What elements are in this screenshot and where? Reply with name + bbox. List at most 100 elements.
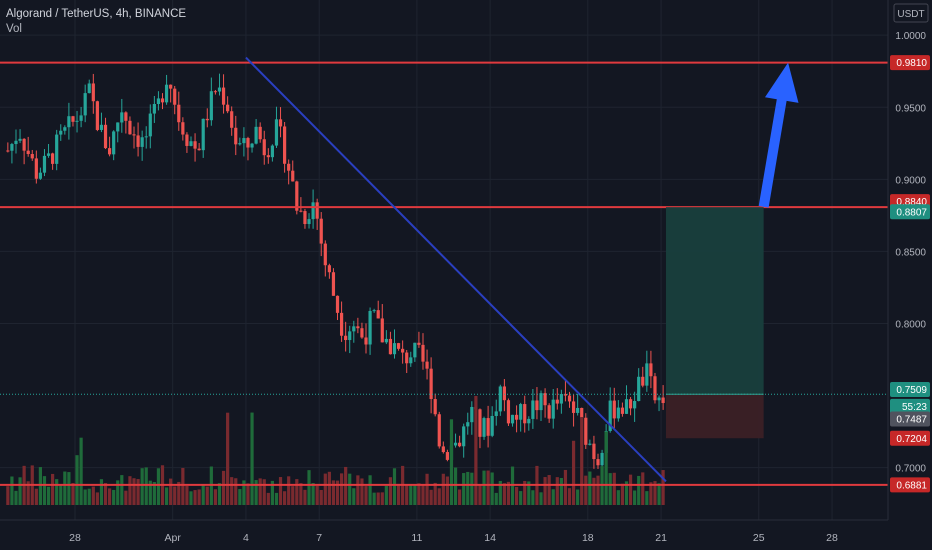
volume-bar: [201, 485, 205, 505]
volume-bar: [555, 477, 559, 505]
candle-body: [421, 344, 425, 362]
volume-bar: [458, 489, 462, 505]
price-label-box[interactable]: [890, 430, 930, 446]
volume-bar: [152, 482, 156, 505]
volume-bar: [633, 490, 637, 505]
candle-body: [348, 331, 352, 341]
volume-bar: [388, 477, 393, 505]
candle-body: [388, 338, 393, 355]
candle-body: [600, 452, 604, 466]
y-tick-label: 0.8000: [895, 320, 926, 331]
volume-bar: [637, 475, 641, 505]
candle-body: [148, 113, 152, 137]
candle-body: [197, 148, 201, 151]
volume-bar: [205, 486, 209, 505]
volume-bar: [181, 467, 185, 505]
volume-bar: [103, 483, 108, 505]
candle-body: [523, 404, 527, 424]
volume-bar: [132, 478, 136, 505]
volume-bar: [641, 472, 645, 505]
candle-body: [181, 122, 185, 135]
volume-bar: [323, 473, 327, 505]
volume-bar: [242, 480, 246, 505]
candle-body: [425, 361, 429, 369]
volume-bar: [197, 489, 201, 505]
volume-bar: [319, 490, 323, 505]
volume-bar: [449, 419, 454, 505]
price-label-box[interactable]: [890, 398, 930, 414]
candle-body: [596, 459, 600, 466]
price-label: 55:23: [902, 402, 927, 413]
candle-body: [502, 386, 506, 401]
candle-body: [376, 310, 380, 319]
volume-bar: [18, 477, 22, 505]
candle-body: [173, 88, 177, 105]
volume-bar: [59, 485, 63, 505]
price-label: 0.8807: [896, 207, 927, 218]
volume-bar: [295, 479, 299, 505]
volume-bar: [124, 490, 128, 505]
volume-bar: [437, 488, 441, 505]
candle-body: [588, 443, 592, 445]
stop-zone[interactable]: [665, 394, 764, 439]
volume-bar: [291, 486, 295, 505]
price-label-box[interactable]: [890, 411, 930, 427]
symbol-title[interactable]: Algorand / TetherUS, 4h, BINANCE: [6, 8, 187, 20]
target-arrow[interactable]: [758, 62, 799, 208]
volume-bar: [396, 483, 401, 505]
volume-bar: [173, 486, 177, 505]
volume-bar: [514, 486, 519, 505]
volume-bar: [474, 395, 478, 505]
volume-bar: [592, 477, 596, 505]
price-label-box[interactable]: [890, 204, 930, 220]
candle-body: [380, 318, 384, 343]
volume-bar: [38, 467, 43, 505]
price-label-box[interactable]: [890, 55, 930, 71]
candle-body: [270, 145, 274, 158]
candle-body: [470, 406, 474, 423]
volume-bar: [608, 473, 612, 505]
target-zone[interactable]: [665, 207, 764, 395]
candle-body: [653, 376, 657, 401]
candle-body: [466, 422, 470, 427]
volume-bar: [335, 480, 340, 505]
price-axis[interactable]: [888, 0, 932, 550]
candle-body: [429, 368, 433, 400]
candle-body: [116, 122, 120, 132]
trend-line[interactable]: [245, 56, 667, 483]
volume-bar: [221, 470, 226, 505]
candle-body: [79, 115, 83, 121]
candle-body: [527, 418, 531, 424]
candle-body: [339, 312, 344, 336]
volume-bar: [409, 484, 413, 505]
candle-body: [246, 138, 250, 148]
candle-body: [409, 357, 413, 364]
price-label-box[interactable]: [890, 477, 930, 493]
volume-bar: [502, 483, 506, 505]
candle-body: [18, 138, 22, 141]
volume-bar: [429, 489, 433, 505]
candle-body: [535, 400, 539, 411]
volume-bar: [189, 491, 193, 505]
volume-bar: [83, 489, 87, 505]
y-tick-label: 0.9000: [895, 175, 926, 186]
y-tick-label: 0.9500: [895, 103, 926, 114]
candle-body: [71, 116, 75, 122]
candle-body: [608, 400, 612, 432]
volume-bar: [315, 485, 319, 505]
candle-body: [160, 98, 165, 103]
candle-body: [230, 111, 234, 128]
candle-body: [156, 98, 161, 105]
volume-bar: [112, 489, 116, 505]
candle-body: [38, 172, 43, 179]
candle-body: [531, 400, 535, 419]
currency-box[interactable]: [893, 3, 929, 23]
price-label-box[interactable]: [890, 382, 930, 398]
volume-bar: [523, 480, 527, 505]
volume-bar: [352, 488, 356, 505]
candle-body: [649, 363, 653, 377]
volume-bar: [551, 489, 555, 505]
candle-body: [441, 446, 445, 453]
